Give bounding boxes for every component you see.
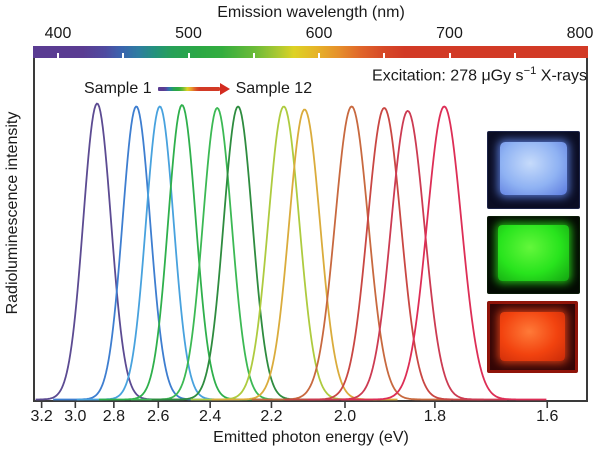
spectrum-curve-sample-8 — [211, 108, 398, 401]
colorbar-tick-450nm — [122, 53, 125, 58]
green-glow-rectangle — [498, 225, 569, 281]
green-scintillator-photo — [487, 216, 580, 294]
red-scintillator-photo — [487, 301, 578, 373]
sample-gradient-arrow-head — [219, 83, 230, 95]
wavelength-tick-label-700: 700 — [436, 25, 463, 42]
spectrum-curve-sample-12 — [341, 105, 547, 401]
excitation-annotation: Excitation: 278 μGy s−1 X-rays — [372, 62, 587, 85]
excitation-text: Excitation: 278 μGy s — [372, 67, 524, 85]
spectrum-curve-sample-2 — [53, 105, 219, 401]
blue-glow-rectangle — [500, 142, 567, 195]
x-axis-title: Emitted photon energy (eV) — [213, 429, 409, 446]
energy-tick-label-1.6: 1.6 — [536, 408, 559, 425]
spectrum-curve-sample-3 — [76, 105, 243, 401]
spectrum-curve-sample-7 — [190, 105, 377, 401]
colorbar-tick-700nm — [448, 53, 451, 58]
wavelength-tick-label-500: 500 — [175, 25, 202, 42]
wavelength-tick-label-800: 800 — [566, 25, 594, 42]
sample-range-legend: Sample 1 Sample 12 — [84, 80, 312, 98]
colorbar-tick-400nm — [57, 53, 59, 58]
excitation-suffix: X-rays — [536, 67, 587, 85]
spectrum-curve-sample-1 — [35, 102, 180, 401]
energy-tick-label-3.2: 3.2 — [30, 408, 53, 425]
energy-tick-label-1.8: 1.8 — [423, 408, 446, 425]
energy-tick-label-3.0: 3.0 — [64, 408, 87, 425]
red-glow-rectangle — [500, 312, 565, 361]
energy-tick-label-2.6: 2.6 — [147, 408, 170, 425]
top-axis-title: Emission wavelength (nm) — [217, 4, 405, 21]
plot-left-border — [33, 58, 35, 402]
excitation-superscript: −1 — [523, 65, 537, 77]
colorbar-tick-550nm — [252, 53, 255, 58]
wavelength-colorbar — [33, 46, 588, 58]
spectrum-curve-sample-5 — [130, 107, 304, 401]
sample-gradient-arrow — [157, 87, 220, 91]
spectrum-curve-sample-6 — [151, 105, 325, 401]
energy-tick-label-2.0: 2.0 — [333, 408, 357, 425]
energy-tick-label-2.8: 2.8 — [102, 408, 125, 425]
wavelength-tick-label-600: 600 — [305, 25, 333, 42]
energy-tick-label-2.2: 2.2 — [260, 408, 283, 425]
wavelength-tick-label-400: 400 — [44, 25, 72, 42]
x-axis-line — [33, 400, 588, 402]
colorbar-tick-750nm — [513, 53, 516, 58]
blue-scintillator-photo — [487, 131, 580, 209]
colorbar-tick-500nm — [187, 53, 190, 58]
colorbar-tick-600nm — [318, 53, 320, 58]
plot-right-border — [586, 58, 588, 402]
legend-sample12-label: Sample 12 — [235, 80, 313, 97]
legend-sample1-label: Sample 1 — [84, 80, 152, 97]
energy-tick-label-2.4: 2.4 — [199, 408, 222, 425]
colorbar-tick-650nm — [383, 53, 386, 58]
